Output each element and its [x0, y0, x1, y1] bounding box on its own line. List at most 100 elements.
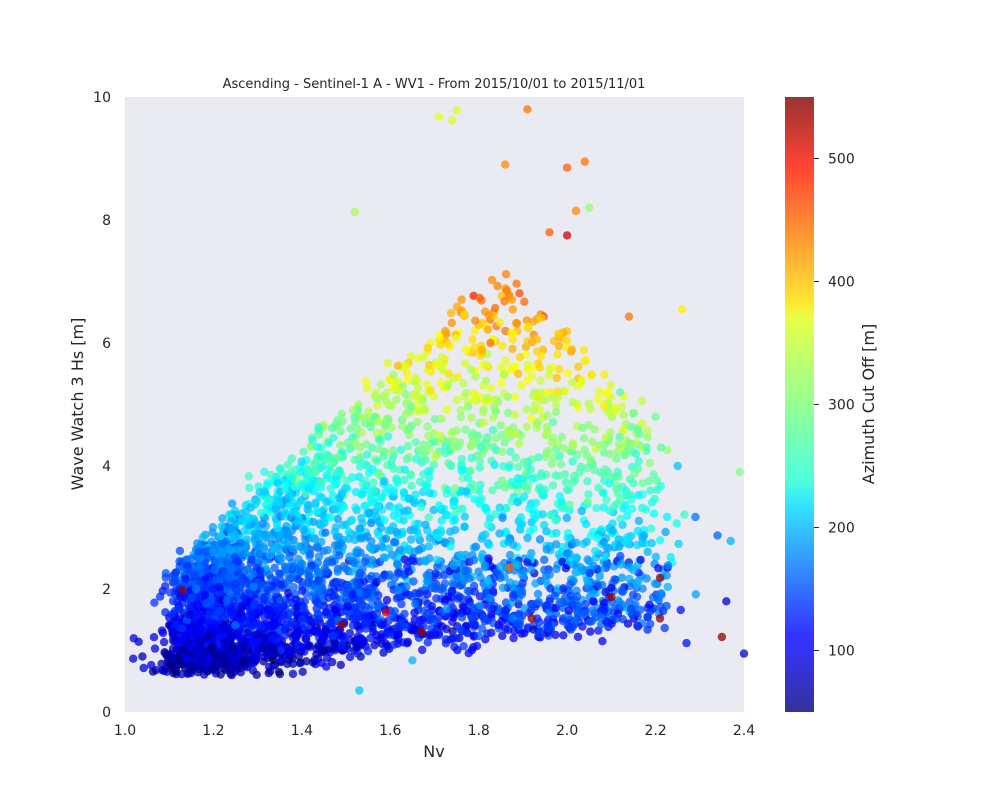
scatter-point — [252, 670, 261, 679]
scatter-point — [448, 427, 457, 437]
scatter-point — [400, 555, 409, 564]
scatter-point — [139, 663, 148, 673]
scatter-point — [161, 573, 170, 582]
scatter-point — [661, 527, 670, 537]
scatter-point — [644, 476, 654, 486]
scatter-point — [349, 559, 358, 568]
scatter-point — [403, 506, 412, 515]
scatter-point — [359, 486, 368, 496]
scatter-point — [356, 524, 365, 533]
scatter-point — [200, 590, 210, 599]
scatter-point — [633, 621, 642, 630]
scatter-point — [477, 494, 486, 504]
scatter-point — [559, 503, 568, 513]
scatter-point — [218, 514, 227, 523]
scatter-point — [507, 328, 516, 337]
scatter-point — [216, 550, 225, 559]
scatter-point — [456, 559, 466, 568]
scatter-point — [351, 603, 360, 612]
scatter-point — [435, 431, 444, 440]
scatter-point — [413, 417, 422, 427]
scatter-point — [423, 609, 432, 618]
scatter-point — [592, 533, 602, 543]
scatter-point — [424, 542, 434, 551]
scatter-point — [423, 599, 432, 608]
scatter-point — [526, 599, 536, 609]
scatter-point — [297, 642, 307, 652]
scatter-point — [537, 472, 546, 481]
scatter-point — [655, 614, 665, 623]
scatter-point — [366, 633, 375, 643]
scatter-point — [457, 613, 467, 622]
scatter-point — [536, 376, 545, 385]
scatter-point — [468, 335, 477, 344]
scatter-point — [433, 555, 442, 565]
scatter-point — [367, 518, 376, 528]
scatter-point — [256, 566, 265, 575]
scatter-point — [627, 504, 637, 513]
scatter-point — [355, 462, 365, 471]
scatter-point — [309, 517, 318, 527]
scatter-point — [389, 383, 398, 392]
scatter-point — [465, 574, 474, 583]
scatter-point — [407, 535, 416, 544]
scatter-point — [509, 633, 518, 643]
scatter-point — [512, 318, 521, 328]
scatter-point — [508, 305, 517, 314]
scatter-point — [580, 356, 590, 365]
scatter-point — [252, 496, 262, 506]
scatter-point — [345, 629, 354, 638]
colorbar-tick-label: 300 — [828, 398, 855, 414]
scatter-point — [147, 660, 156, 670]
scatter-point — [310, 459, 319, 468]
scatter-point — [231, 579, 240, 589]
scatter-point — [321, 608, 331, 617]
scatter-point — [263, 479, 272, 488]
scatter-point — [493, 281, 502, 291]
scatter-point — [412, 454, 421, 464]
scatter-point — [233, 557, 243, 566]
scatter-point — [648, 593, 658, 602]
scatter-point — [288, 544, 297, 553]
scatter-point — [576, 563, 585, 572]
scatter-point — [613, 467, 622, 477]
scatter-point — [194, 547, 203, 556]
scatter-point — [617, 402, 627, 412]
scatter-point — [411, 490, 420, 499]
scatter-point — [559, 584, 568, 593]
scatter-point — [409, 577, 418, 586]
x-tick-label: 2.4 — [733, 723, 755, 739]
scatter-point — [267, 574, 276, 583]
scatter-point — [268, 644, 277, 653]
scatter-point — [495, 503, 504, 512]
scatter-point — [501, 356, 510, 365]
scatter-point — [362, 589, 371, 599]
scatter-point — [172, 661, 182, 670]
scatter-point — [370, 391, 379, 401]
scatter-point — [285, 646, 294, 655]
scatter-point — [526, 606, 536, 615]
scatter-point — [682, 638, 691, 648]
scatter-point — [350, 413, 359, 422]
scatter-point — [629, 409, 639, 418]
scatter-point — [559, 631, 568, 640]
scatter-point — [328, 491, 338, 500]
scatter-point — [330, 541, 340, 550]
scatter-point — [551, 540, 561, 549]
scatter-point — [475, 463, 485, 472]
scatter-point — [599, 598, 609, 608]
scatter-point — [589, 596, 598, 606]
scatter-point — [419, 353, 428, 362]
scatter-point — [475, 293, 484, 302]
scatter-point — [519, 474, 528, 484]
scatter-point — [573, 607, 582, 616]
scatter-point — [568, 600, 577, 609]
scatter-point — [208, 584, 217, 593]
scatter-point — [364, 407, 373, 416]
scatter-point — [333, 514, 342, 524]
scatter-point — [311, 500, 320, 509]
scatter-point — [677, 305, 687, 314]
scatter-point — [229, 607, 238, 616]
scatter-point — [587, 370, 596, 379]
scatter-point — [158, 586, 167, 596]
